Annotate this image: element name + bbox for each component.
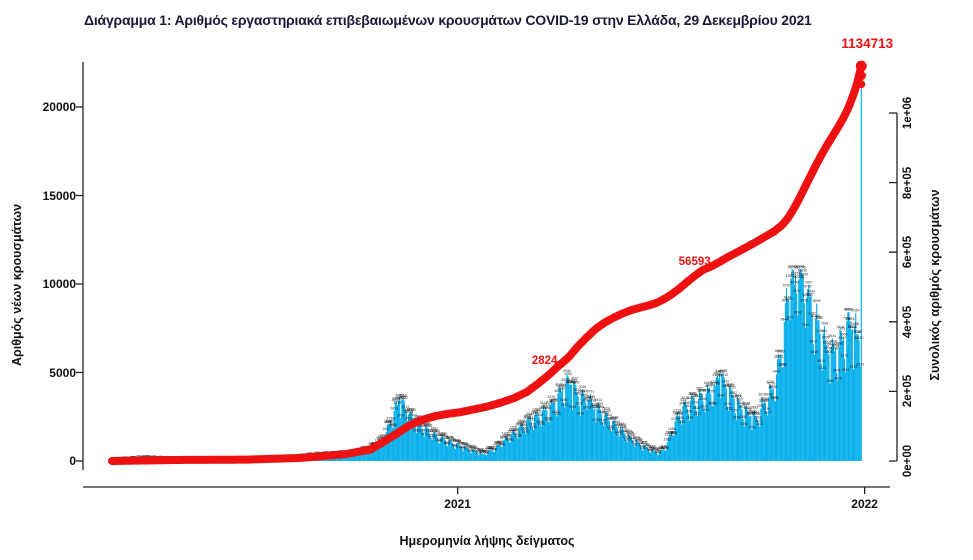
milestone-label-total: 1134713 (841, 36, 894, 51)
chart-title: Διάγραμμα 1: Αριθμός εργαστηριακά επιβεβ… (84, 12, 812, 28)
